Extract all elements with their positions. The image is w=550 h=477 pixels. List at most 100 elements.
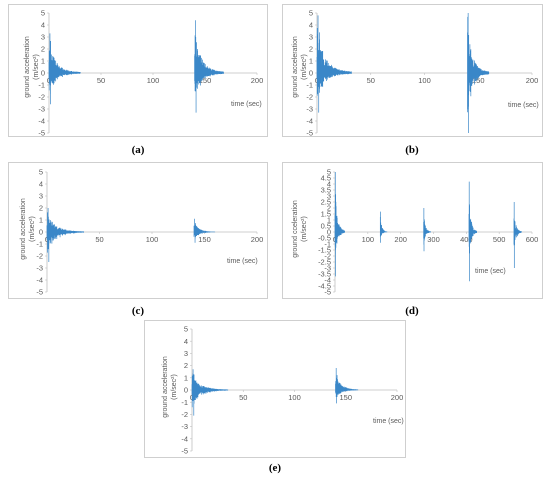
acceleration-series-line	[46, 208, 216, 262]
y-axis-label-line1: ground acceleration	[24, 36, 31, 98]
y-tick-label: -4.5	[318, 282, 331, 291]
y-tick-label: -2	[306, 93, 313, 102]
y-tick-label: 3	[41, 33, 45, 42]
y-axis-label: ground cceleration (m/sec²)	[292, 200, 308, 258]
y-tick-label: 5	[39, 168, 43, 177]
chart-panel-b: 5 4 3 2 1 0 -1 -2 -3 -4 -5 0 50 100 150 200 time (sec) gr…	[282, 4, 543, 137]
x-tick-label: 500	[493, 235, 506, 244]
y-tick-label: -3	[36, 264, 43, 273]
caption-d: (d)	[405, 305, 419, 317]
x-tick-label: 300	[427, 235, 440, 244]
y-tick-label: 0	[184, 386, 188, 395]
x-tick-label: 100	[418, 76, 431, 85]
caption-c: (c)	[131, 305, 145, 317]
y-tick-label: 3	[327, 192, 331, 201]
y-tick-label: 1	[327, 216, 331, 225]
y-tick-label: 5	[41, 9, 45, 18]
y-tick-label: -4	[181, 434, 188, 443]
x-tick-label: 100	[362, 235, 375, 244]
y-tick-label: 2.5	[321, 198, 331, 207]
acceleration-series-line	[48, 20, 224, 113]
x-axis-label: time (sec)	[231, 101, 262, 108]
y-tick-label: -2	[324, 252, 331, 261]
x-tick-label: 400	[460, 235, 473, 244]
x-tick-label: 150	[199, 76, 212, 85]
y-tick-label: -2.5	[318, 258, 331, 267]
acceleration-series-line	[334, 172, 522, 282]
acceleration-series-line	[316, 13, 490, 133]
y-tick-label: -3.5	[318, 270, 331, 279]
y-tick-label: 2	[184, 361, 188, 370]
x-tick-label: 200	[391, 393, 404, 402]
y-tick-label: 0	[39, 228, 43, 237]
y-tick-label: -4	[36, 276, 43, 285]
y-tick-label: -4	[324, 276, 331, 285]
y-tick-label: 2	[309, 45, 313, 54]
x-tick-label: 50	[97, 76, 105, 85]
y-axis-label-line2: (m/sec²)	[29, 216, 36, 242]
y-tick-label: 5	[184, 325, 188, 334]
y-tick-label: -3	[324, 264, 331, 273]
y-tick-label: 0	[309, 69, 313, 78]
y-axis-label-line1: ground acceleration	[292, 36, 299, 98]
y-axis-label: ground acceleration (m/sec²)	[24, 36, 40, 98]
x-tick-label: 100	[288, 393, 301, 402]
y-tick-label: -2	[36, 252, 43, 261]
y-tick-label: 4.5	[321, 174, 331, 183]
y-tick-label: -1	[181, 398, 188, 407]
y-axis-label: ground acceleration (m/sec²)	[292, 36, 308, 98]
x-axis-label: time (sec)	[373, 418, 404, 425]
x-tick-label: 100	[146, 235, 159, 244]
y-tick-label: -1	[306, 81, 313, 90]
y-axis-label-line1: ground cceleration	[292, 200, 299, 258]
x-tick-label: 150	[472, 76, 485, 85]
y-tick-label: 3	[309, 33, 313, 42]
y-tick-label: -5	[181, 447, 188, 456]
y-tick-label: -4	[38, 117, 45, 126]
y-tick-label: 4	[41, 21, 45, 30]
y-tick-label: -4	[306, 117, 313, 126]
y-tick-label: -1	[36, 240, 43, 249]
y-axis-label-line2: (m/sec²)	[301, 216, 308, 242]
x-tick-label: 200	[251, 235, 264, 244]
y-tick-label: -3	[306, 105, 313, 114]
x-tick-label: 200	[251, 76, 264, 85]
chart-panel-d: 5 4.5 4 3.5 3 2.5 2 1.5 1 0.5 0 -0.5 -1 -1.5 -2 -2.5 -3-…	[282, 162, 543, 299]
x-tick-label: 150	[198, 235, 211, 244]
y-axis-label-line2: (m/sec²)	[301, 54, 308, 80]
y-tick-label: -5	[36, 288, 43, 297]
y-tick-label: 3	[39, 192, 43, 201]
y-tick-label: -5	[324, 288, 331, 297]
y-axis-label-line2: (m/sec²)	[33, 54, 40, 80]
acceleration-series-line	[191, 368, 359, 416]
x-tick-label: 150	[339, 393, 352, 402]
y-axis-label: ground acceleration (m/sec²)	[162, 356, 178, 418]
y-tick-label: 4	[184, 337, 188, 346]
y-tick-label: 1	[39, 216, 43, 225]
chart-panel-c: 5 4 3 2 1 0 -1 -2 -3 -4 -5 0 50 100 150 200 time (sec) gr…	[8, 162, 268, 299]
y-tick-label: -1	[38, 81, 45, 90]
chart-svg-d: 54.543.532.521.510.50-0.5-1-1.5-2-2.5-3-…	[292, 168, 539, 297]
y-tick-label: 4	[39, 180, 43, 189]
y-tick-label: 2	[39, 204, 43, 213]
y-tick-label: -3	[38, 105, 45, 114]
y-axis-label-line2: (m/sec²)	[171, 374, 178, 400]
y-tick-label: 0	[41, 69, 45, 78]
y-tick-label: -0.5	[318, 234, 331, 243]
y-tick-label: 0.5	[321, 222, 331, 231]
y-tick-label: -1	[324, 240, 331, 249]
y-tick-label: -2	[38, 93, 45, 102]
y-tick-label: 4	[309, 21, 313, 30]
x-axis-label: time (sec)	[227, 258, 258, 265]
y-tick-label: -5	[38, 129, 45, 136]
y-axis-label-line1: ground acceleration	[162, 356, 169, 418]
caption-b: (b)	[405, 144, 419, 156]
x-tick-label: 600	[526, 235, 539, 244]
x-tick-label: 50	[367, 76, 375, 85]
x-tick-label: 100	[147, 76, 160, 85]
x-tick-label: 200	[526, 76, 539, 85]
y-tick-label: 2	[41, 45, 45, 54]
